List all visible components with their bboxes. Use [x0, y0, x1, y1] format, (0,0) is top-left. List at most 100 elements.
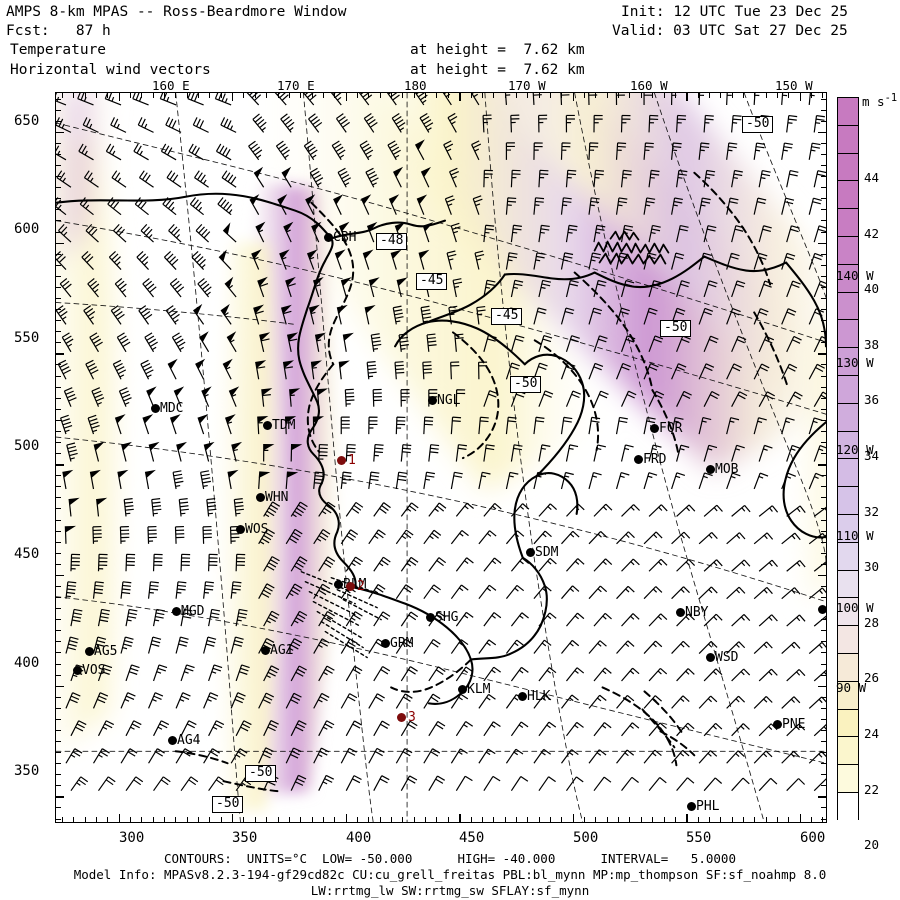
colorbar-segment	[838, 209, 858, 237]
wind-barb	[648, 667, 668, 682]
wind-barb	[395, 693, 413, 709]
wind-barb	[510, 334, 525, 352]
colorbar-units-text: m s	[862, 94, 885, 110]
y-axis-tick	[55, 741, 61, 743]
wind-barb	[180, 664, 195, 682]
wind-barb	[83, 170, 99, 188]
wind-barb	[455, 666, 474, 682]
x-axis-tick	[731, 92, 733, 98]
x-axis-tick	[163, 92, 165, 98]
wind-barb	[423, 638, 441, 654]
wind-barb	[533, 748, 552, 764]
field-label-wind: Horizontal wind vectors	[10, 62, 211, 78]
wind-barb	[66, 442, 78, 462]
map-plot-area[interactable]: CBHMDCTDMNGLWHNWOSAG5MGDAG1BLMSHGGRMVOSA…	[55, 92, 827, 823]
wind-barb	[621, 722, 640, 737]
station-dot-icon	[85, 647, 94, 656]
wind-barb	[428, 502, 447, 517]
wind-barb	[671, 695, 690, 709]
y-axis-tick	[55, 574, 64, 577]
colorbar-units-exponent: -1	[884, 92, 898, 104]
wind-barb	[285, 583, 303, 599]
y-axis-tick	[821, 165, 827, 167]
special-site-label: 3	[408, 710, 416, 725]
colorbar[interactable]	[837, 97, 859, 821]
x-axis-tick	[595, 92, 597, 98]
wind-barb	[83, 305, 96, 325]
colorbar-segment	[838, 98, 858, 126]
station-label: AG4	[177, 733, 201, 748]
y-axis-tick	[821, 187, 827, 189]
lon-label-180: 180	[404, 78, 427, 93]
y-axis-tick	[821, 674, 827, 676]
station-dot-icon	[324, 233, 333, 242]
wind-barb	[450, 529, 469, 545]
wind-barb	[195, 358, 206, 380]
wind-barb	[203, 748, 220, 764]
wind-barb	[753, 532, 774, 545]
wind-barb	[648, 444, 662, 462]
x-axis-tick	[459, 814, 461, 823]
wind-barb	[615, 93, 625, 105]
wind-barb	[140, 223, 154, 243]
wind-barb	[373, 665, 391, 682]
wind-barb	[68, 497, 80, 517]
wind-barb	[671, 749, 690, 764]
wind-barb	[643, 416, 656, 435]
wind-barb	[305, 194, 316, 215]
wind-barb	[593, 776, 612, 792]
wind-barb	[593, 444, 606, 462]
y-axis-tick	[821, 696, 827, 698]
wind-barb	[483, 169, 493, 188]
colorbar-longitude-overlay: 100 W	[836, 600, 874, 615]
wind-barb	[753, 142, 766, 160]
y-axis-tick	[55, 619, 61, 621]
x-axis-tick	[629, 817, 631, 823]
wind-barb	[65, 636, 79, 654]
wind-barb	[227, 469, 239, 490]
y-axis-tick	[55, 220, 61, 222]
wind-barb	[593, 558, 613, 572]
wind-barb	[70, 608, 83, 627]
y-axis-tick	[55, 253, 61, 255]
wind-barb	[758, 170, 771, 188]
colorbar-tick-label: 38	[864, 336, 880, 352]
colorbar-tick-label: 28	[864, 614, 880, 630]
x-axis-tick	[674, 92, 676, 98]
wind-barb	[560, 197, 572, 215]
wind-barb	[560, 362, 576, 380]
lon-label-170W: 170 W	[508, 78, 546, 93]
wind-barb	[786, 505, 806, 517]
wind-barb	[478, 416, 489, 435]
colorbar-segment	[838, 153, 858, 182]
wind-barb	[398, 333, 409, 352]
wind-barb	[758, 280, 774, 298]
colorbar-segment	[838, 598, 858, 627]
station-label: VOS	[82, 663, 106, 678]
x-tick-label-550: 550	[686, 830, 712, 846]
wind-barb	[588, 472, 602, 490]
wind-barb	[561, 530, 580, 545]
wind-barb	[670, 197, 683, 215]
colorbar-tick-label: 22	[864, 781, 880, 797]
wind-barb	[290, 556, 308, 572]
x-axis-tick	[254, 92, 256, 98]
glacier-detail	[300, 571, 382, 659]
wind-barb	[387, 140, 401, 161]
y-axis-tick	[55, 419, 61, 421]
wind-barb	[648, 504, 668, 517]
x-axis-tick	[618, 92, 620, 98]
wind-barb	[252, 113, 267, 133]
lon-label-160W: 160 W	[630, 78, 668, 93]
wind-barb	[565, 390, 581, 407]
station-dot-icon	[458, 685, 467, 694]
wind-barb	[263, 501, 281, 518]
colorbar-segment	[838, 709, 858, 738]
x-axis-tick	[186, 817, 188, 823]
x-axis-tick	[436, 92, 438, 98]
wind-barb	[391, 113, 406, 133]
wind-barb	[64, 525, 77, 544]
y-axis-tick	[55, 796, 64, 798]
x-axis-tick	[629, 92, 631, 98]
y-axis-tick	[55, 807, 61, 809]
